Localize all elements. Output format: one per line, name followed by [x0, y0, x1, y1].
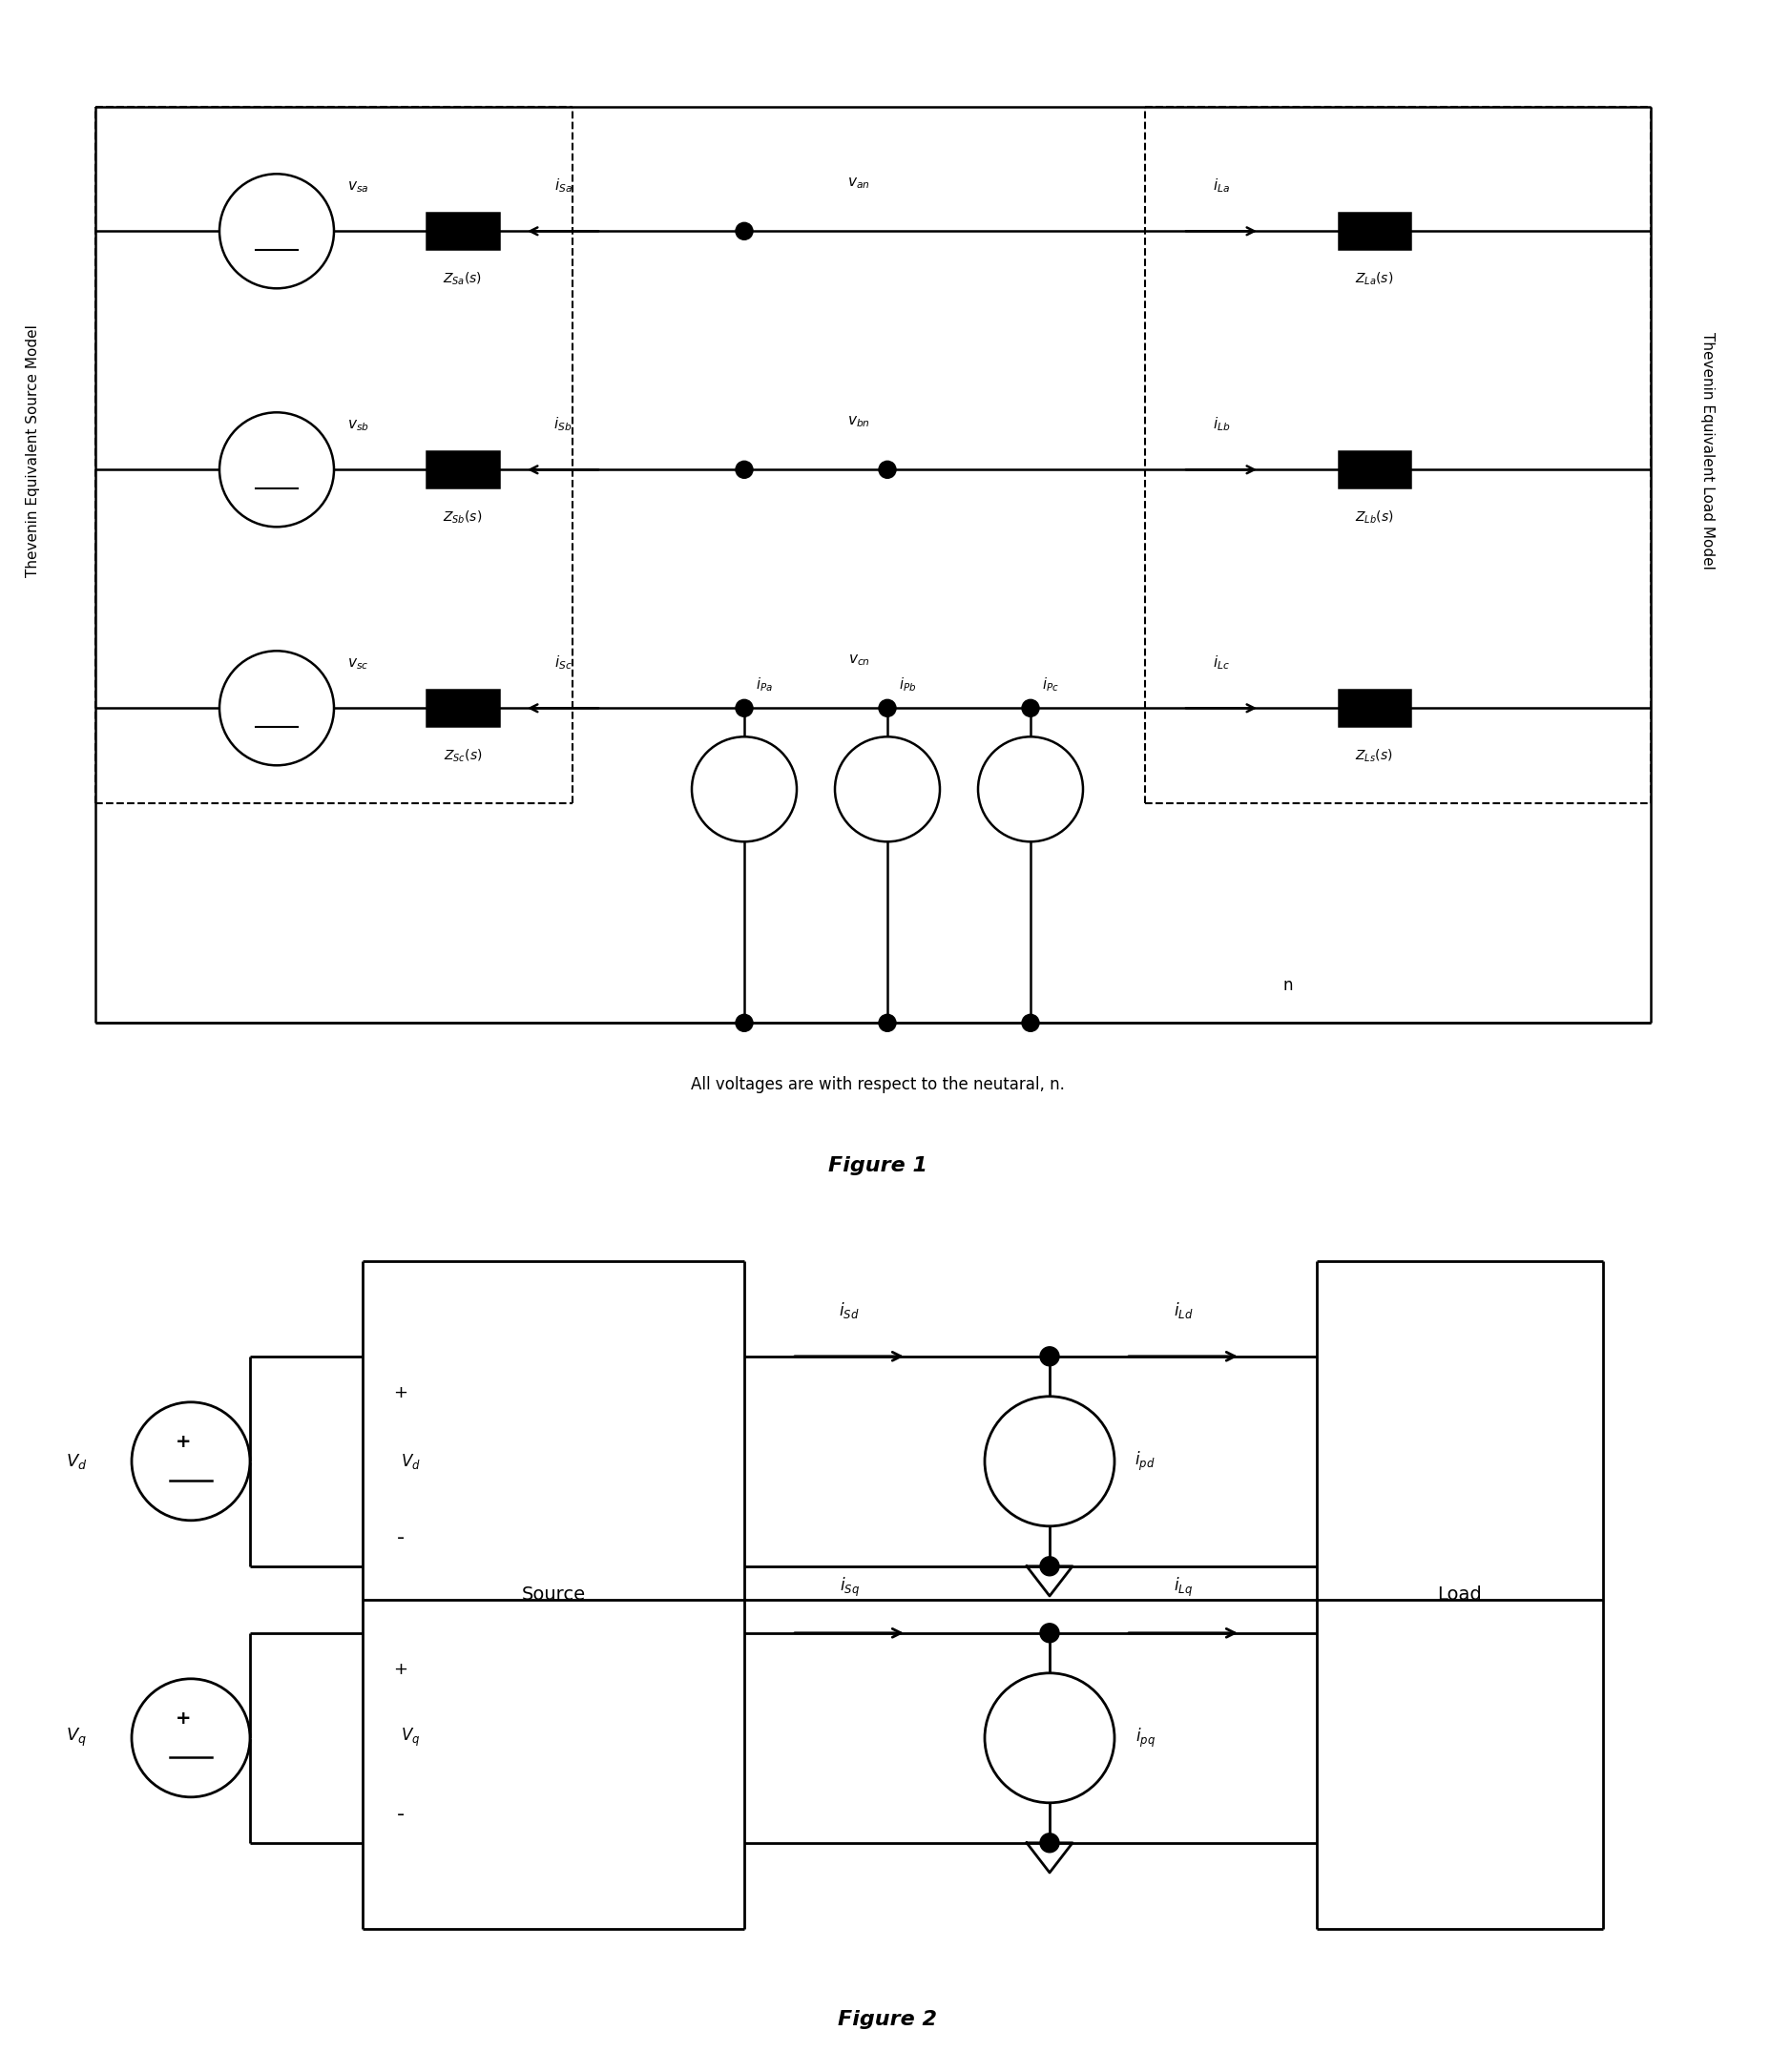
Text: $v_{sc}$: $v_{sc}$: [347, 657, 369, 671]
Circle shape: [879, 1015, 896, 1032]
Text: $i_{Ld}$: $i_{Ld}$: [1173, 1301, 1193, 1320]
Text: -: -: [398, 1527, 405, 1548]
Circle shape: [1023, 1015, 1039, 1032]
Text: $i_{pq}$: $i_{pq}$: [1135, 1726, 1155, 1749]
Text: +: +: [394, 1660, 408, 1678]
Text: $Z_{Sa}(s)$: $Z_{Sa}(s)$: [442, 269, 482, 286]
Circle shape: [1041, 1347, 1058, 1365]
Text: $i_{pd}$: $i_{pd}$: [1135, 1450, 1155, 1473]
Text: $i_{Sq}$: $i_{Sq}$: [840, 1575, 860, 1600]
Bar: [1338, 690, 1410, 727]
Text: Figure 2: Figure 2: [838, 2010, 937, 2028]
Text: All voltages are with respect to the neutaral, n.: All voltages are with respect to the neu…: [691, 1075, 1066, 1094]
Circle shape: [220, 174, 333, 288]
Text: $i_{Lb}$: $i_{Lb}$: [1213, 416, 1230, 433]
Text: -: -: [398, 1805, 405, 1823]
Text: $v_{bn}$: $v_{bn}$: [847, 414, 870, 429]
Text: $Z_{La}(s)$: $Z_{La}(s)$: [1354, 269, 1393, 286]
Circle shape: [1023, 700, 1039, 717]
Text: $i_{Pa}$: $i_{Pa}$: [756, 675, 772, 694]
Circle shape: [1041, 1624, 1058, 1643]
Text: $V_d$: $V_d$: [66, 1452, 88, 1471]
Bar: [426, 690, 498, 727]
Bar: [426, 213, 498, 249]
Circle shape: [879, 462, 896, 479]
Text: $i_{Sd}$: $i_{Sd}$: [838, 1301, 860, 1320]
Text: $i_{Lc}$: $i_{Lc}$: [1213, 655, 1230, 671]
Bar: [1338, 213, 1410, 249]
Circle shape: [985, 1397, 1114, 1527]
Circle shape: [220, 651, 333, 765]
Text: +: +: [260, 205, 274, 222]
Text: $v_{an}$: $v_{an}$: [847, 176, 870, 191]
Text: Thevenin Equivalent Load Model: Thevenin Equivalent Load Model: [1701, 332, 1716, 570]
Circle shape: [133, 1678, 251, 1796]
Text: $i_{Lq}$: $i_{Lq}$: [1173, 1575, 1193, 1600]
Text: +: +: [176, 1434, 192, 1450]
Text: n: n: [1282, 978, 1293, 995]
Text: $i_{La}$: $i_{La}$: [1213, 176, 1230, 195]
Text: $v_{sa}$: $v_{sa}$: [347, 180, 369, 195]
Text: $Z_{Lb}(s)$: $Z_{Lb}(s)$: [1354, 510, 1393, 526]
Text: $V_d$: $V_d$: [401, 1452, 421, 1471]
Circle shape: [985, 1672, 1114, 1803]
Bar: [426, 452, 498, 487]
Text: $Z_{Ls}(s)$: $Z_{Ls}(s)$: [1356, 748, 1393, 765]
Text: Load: Load: [1438, 1585, 1483, 1604]
Circle shape: [691, 738, 797, 841]
Circle shape: [736, 1015, 752, 1032]
Text: $i_{Sa}$: $i_{Sa}$: [553, 176, 571, 195]
Circle shape: [1041, 1834, 1058, 1852]
Text: $v_{sb}$: $v_{sb}$: [347, 419, 369, 433]
Text: $Z_{Sc}(s)$: $Z_{Sc}(s)$: [444, 748, 482, 765]
Text: $i_{Pb}$: $i_{Pb}$: [899, 675, 917, 694]
Circle shape: [879, 700, 896, 717]
Text: $i_{Sc}$: $i_{Sc}$: [553, 655, 571, 671]
Circle shape: [220, 412, 333, 526]
Text: +: +: [260, 443, 274, 462]
Bar: [1338, 452, 1410, 487]
Text: +: +: [176, 1709, 192, 1728]
Text: $i_{Pc}$: $i_{Pc}$: [1042, 675, 1058, 694]
Text: $V_q$: $V_q$: [401, 1726, 419, 1749]
Text: +: +: [394, 1384, 408, 1401]
Circle shape: [1041, 1556, 1058, 1575]
Text: Source: Source: [521, 1585, 586, 1604]
Text: Thevenin Equivalent Source Model: Thevenin Equivalent Source Model: [27, 323, 41, 576]
Circle shape: [736, 700, 752, 717]
Text: $Z_{Sb}(s)$: $Z_{Sb}(s)$: [442, 510, 482, 526]
Text: Figure 1: Figure 1: [827, 1156, 928, 1175]
Text: $v_{cn}$: $v_{cn}$: [847, 653, 870, 667]
Circle shape: [978, 738, 1084, 841]
Circle shape: [736, 222, 752, 240]
Text: $i_{Sb}$: $i_{Sb}$: [553, 416, 571, 433]
Text: +: +: [260, 682, 274, 700]
Circle shape: [736, 462, 752, 479]
Circle shape: [835, 738, 940, 841]
Text: $V_q$: $V_q$: [66, 1726, 86, 1749]
Circle shape: [133, 1403, 251, 1521]
